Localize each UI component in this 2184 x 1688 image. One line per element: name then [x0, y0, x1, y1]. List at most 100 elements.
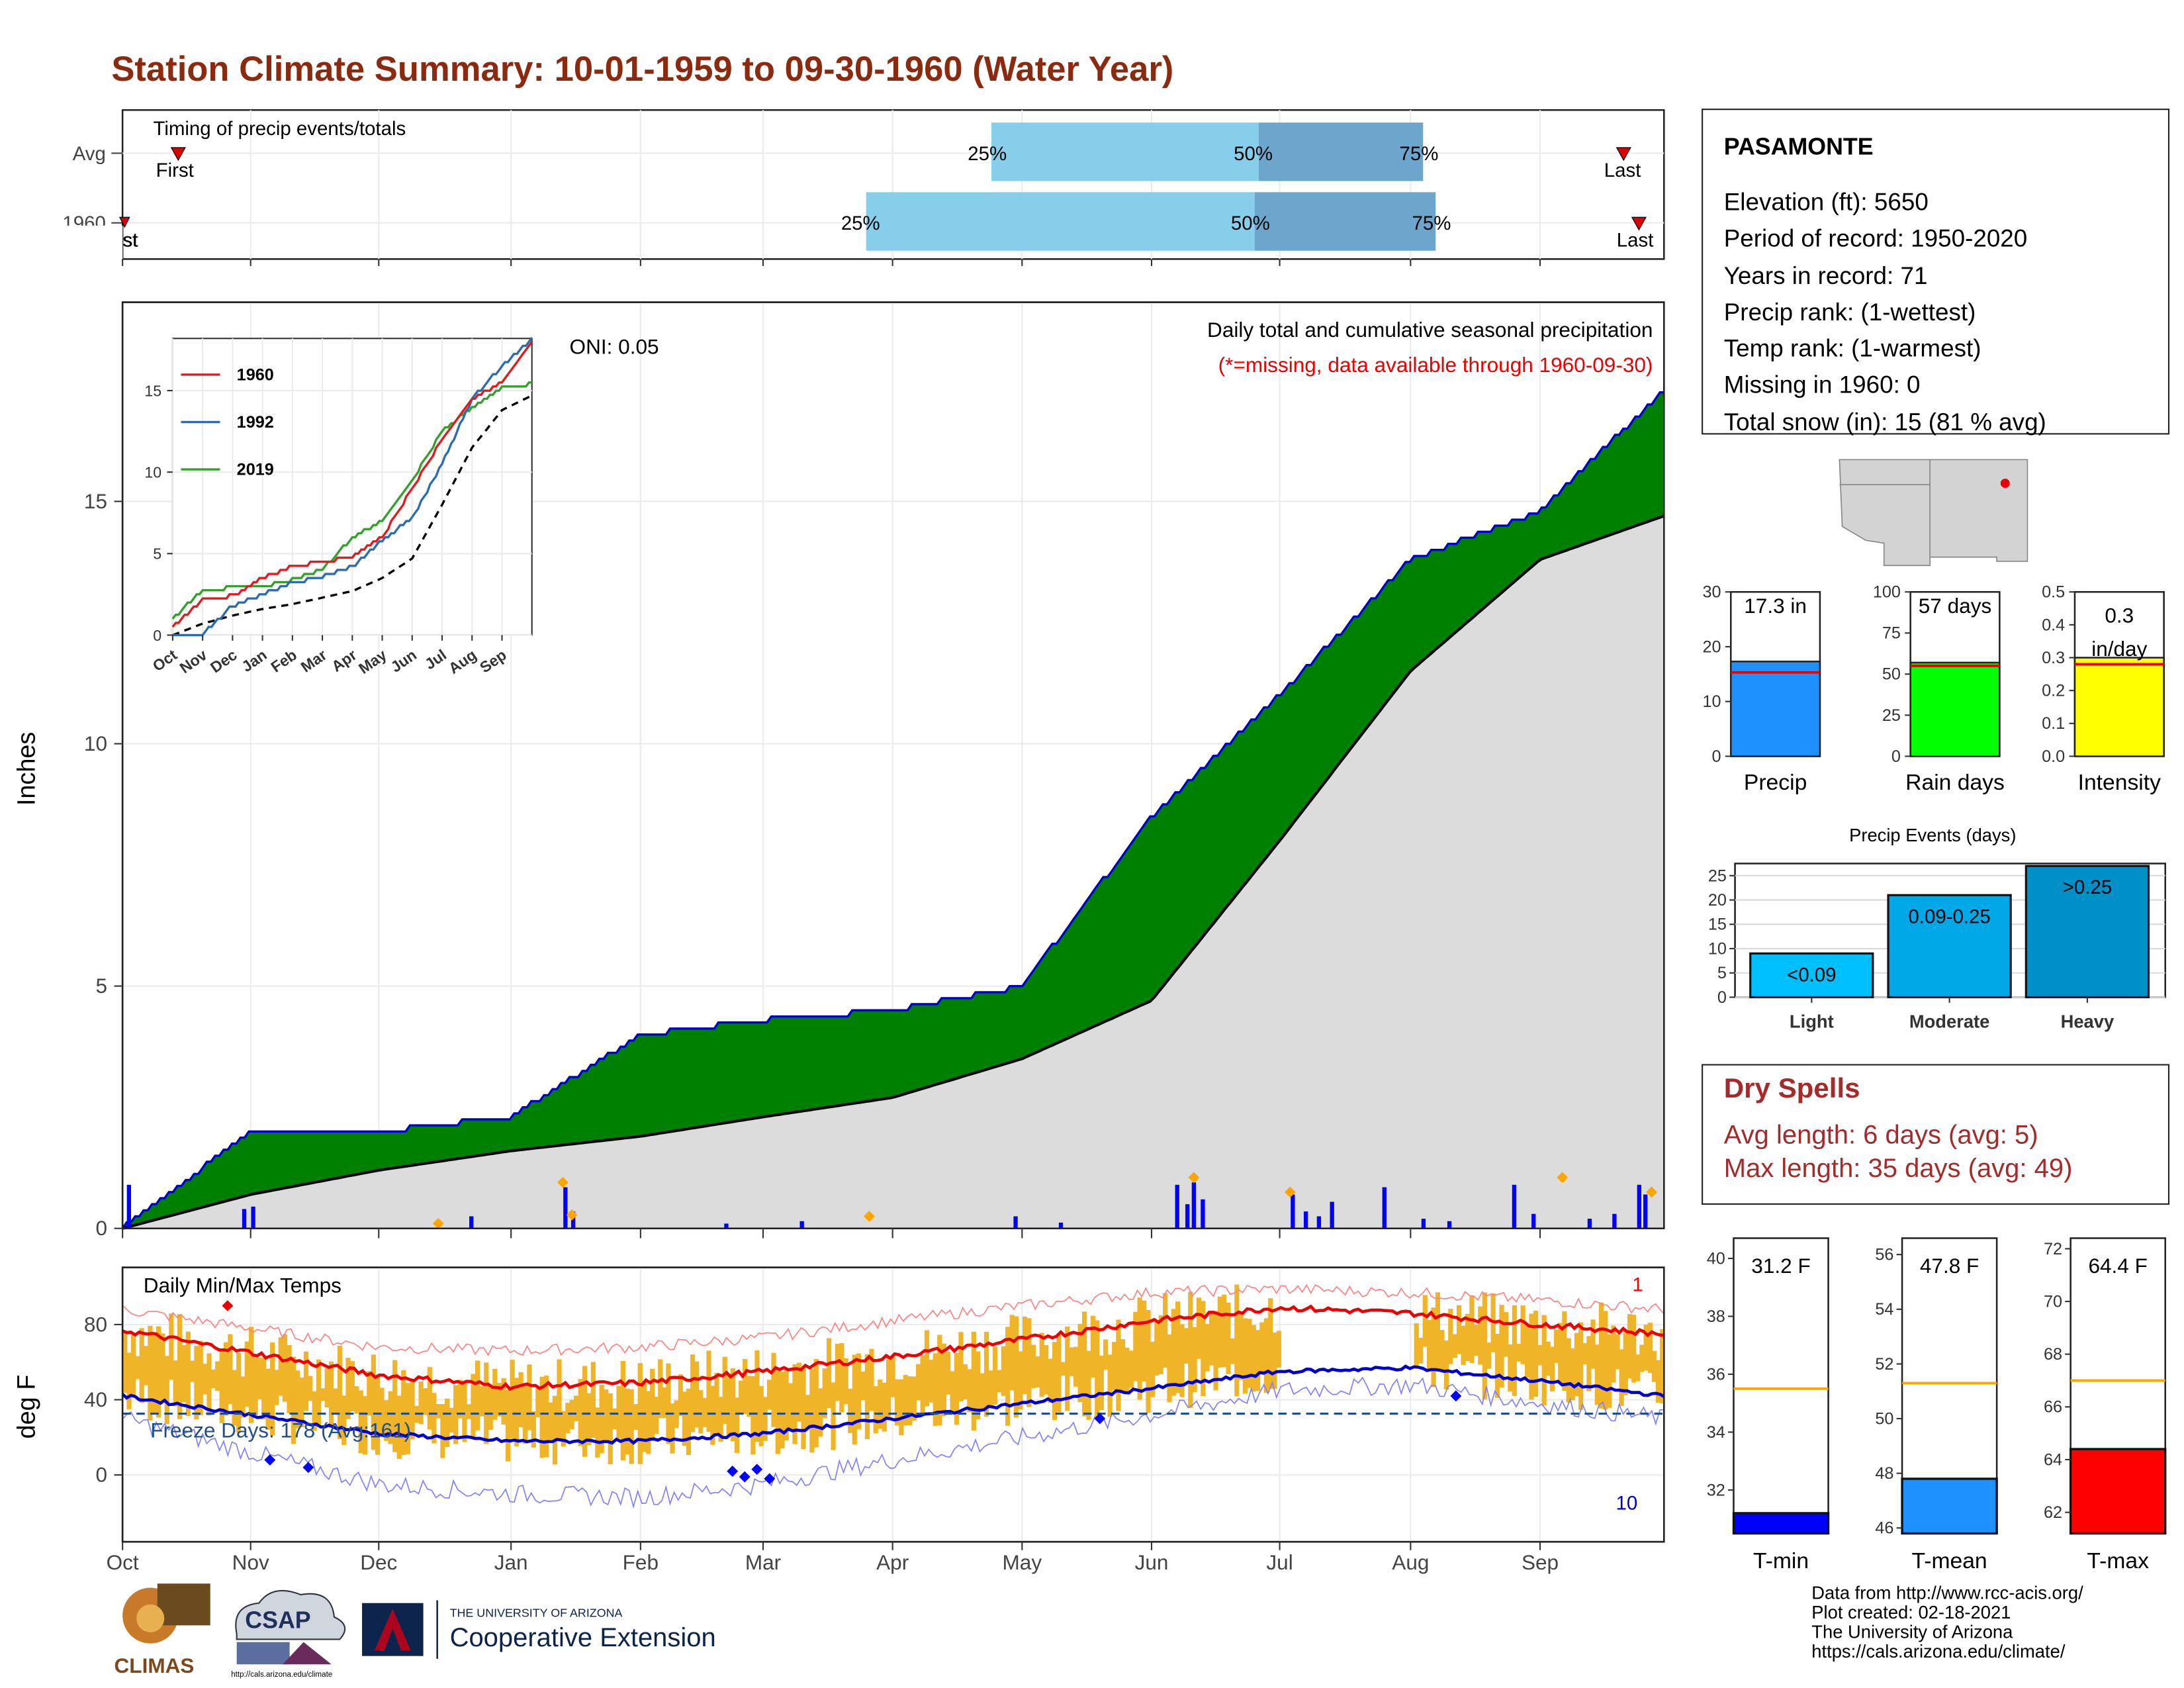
y1960-last-label: Last [1617, 229, 1654, 251]
month-tick: Jun [1135, 1550, 1169, 1574]
station-info-box: PASAMONTE Elevation (ft): 5650 Period of… [1702, 109, 2170, 436]
temp-summary-bar [1732, 1512, 1830, 1535]
snow-day-marker [432, 1217, 444, 1229]
daily-precip-bar [1201, 1199, 1205, 1229]
snow-day-marker [566, 1209, 578, 1221]
avg-last-label: Last [1604, 160, 1641, 181]
record-min-marker [1094, 1413, 1106, 1425]
page-title: Station Climate Summary: 10-01-1959 to 0… [111, 50, 1174, 89]
record-min-marker [739, 1471, 751, 1483]
daily-precip-bar [469, 1216, 474, 1229]
events-ytick: 15 [1708, 915, 1727, 934]
precip-events-chart: 0 5 10 15 20 25 <0.09 Light 0.09-0.25 Moderate >0.… [1708, 863, 2166, 1032]
avg-first-marker [170, 147, 186, 162]
footer: Data from http://www.rcc-acis.org/ Plot … [1811, 1583, 2083, 1662]
temp-summary-ytick: 38 [1707, 1307, 1725, 1326]
daily-precip-bar [1512, 1184, 1517, 1229]
record-min-count: 10 [1616, 1493, 1638, 1515]
summary-value-label: 57 days [1919, 594, 1992, 618]
daily-precip-bar [1291, 1194, 1295, 1229]
month-tick: Mar [745, 1550, 781, 1574]
avg-iqr-high [1259, 122, 1424, 181]
record-max-line [122, 1284, 1664, 1356]
temperature-panel: 0 40 80 Oct Nov Dec Jan Feb Mar Apr May Jun Jul Aug S… [13, 1266, 1665, 1574]
temp-summary-ytick: 50 [1875, 1409, 1893, 1428]
avg-p75: 75% [1400, 143, 1439, 165]
daily-precip-bar [724, 1223, 729, 1229]
station-location-dot [2000, 479, 2010, 489]
daily-precip-bar [1612, 1213, 1617, 1229]
month-tick: Aug [1392, 1550, 1429, 1574]
temp-summary-xlabel: T-min [1753, 1549, 1809, 1573]
y1960-p50: 50% [1231, 212, 1270, 234]
csap-url: http://cals.arizona.edu/climate [231, 1671, 332, 1679]
daily-precip-bar [1330, 1201, 1334, 1229]
temp-ytick: 40 [84, 1387, 107, 1411]
month-tick: Nov [232, 1550, 269, 1574]
daily-precip-bar [1587, 1219, 1592, 1229]
record-min-marker [264, 1454, 276, 1466]
record-max-marker [222, 1300, 234, 1311]
temp-summary-ytick: 36 [1707, 1365, 1725, 1383]
avg-p25: 25% [968, 143, 1007, 165]
record-min-line [122, 1376, 1664, 1509]
daily-precip-bar [570, 1211, 576, 1229]
y1960-last-marker [1631, 216, 1647, 231]
daily-precip-bar [1191, 1182, 1197, 1229]
station-missing: Missing in 1960: 0 [1723, 371, 1921, 399]
csap-text: CSAP [245, 1607, 310, 1634]
month-tick: Dec [360, 1550, 397, 1574]
inset-legend-1992: 1992 [237, 413, 274, 432]
summary-ytick: 0.2 [2042, 682, 2065, 700]
climas-text: CLIMAS [114, 1654, 195, 1677]
avg-cumulative-line [122, 514, 1665, 1230]
station-period: Period of record: 1950-2020 [1723, 224, 2028, 253]
precip-ylabel: Inches [13, 732, 41, 806]
y1960-first-label-visible: st [122, 229, 138, 251]
event-category: Moderate [1909, 1011, 1990, 1032]
temp-summary-frame [1733, 1237, 1829, 1534]
inset-1960-line [171, 341, 533, 628]
avg-max-line [122, 1304, 1664, 1391]
temp-summary-ytick: 40 [1707, 1249, 1725, 1268]
event-bar-label: 0.09-0.25 [1908, 906, 1990, 927]
inset-ytick: 10 [144, 464, 161, 481]
y1960-iqr-low [866, 192, 1255, 251]
summary-ytick: 0 [1891, 747, 1901, 766]
temp-summary-value: 31.2 F [1751, 1254, 1810, 1278]
station-lines: Elevation (ft): 5650 Period of record: 1… [1724, 184, 2046, 440]
station-name: PASAMONTE [1723, 133, 1874, 160]
summary-value-label: in/day [2091, 637, 2147, 661]
daily-precip-bar [1013, 1216, 1018, 1229]
temp-summary-bars: 32 34 36 38 40 31.2 F T-min 46 48 50 52 54 56 47.8 F T… [1707, 1237, 2167, 1573]
csap-logo: CSAP http://cals.arizona.edu/climate [231, 1589, 346, 1679]
station-elevation: Elevation (ft): 5650 [1723, 188, 1929, 216]
record-min-marker [751, 1464, 763, 1476]
temp-summary-value: 47.8 F [1920, 1254, 1979, 1278]
precip-summary-bars: 0 10 20 30 17.3 in Precip 0 25 50 75 100 57 days Rai… [1702, 583, 2165, 795]
summary-value-label: 17.3 in [1744, 594, 1807, 618]
events-title: Precip Events (days) [1849, 824, 2017, 846]
snow-day-marker [1188, 1172, 1200, 1184]
precip-ytick: 15 [84, 489, 107, 513]
y1960-iqr-high [1254, 192, 1436, 251]
precip-ytick: 5 [95, 974, 107, 998]
events-ytick: 25 [1708, 867, 1727, 885]
daily-precip-bar [1303, 1211, 1308, 1229]
summary-value-label: 0.3 [2105, 603, 2134, 627]
daily-precip-bar [1316, 1216, 1322, 1229]
summary-ytick: 75 [1882, 624, 1901, 643]
daily-precip-bar [1531, 1213, 1536, 1229]
daily-precip-bar [1175, 1184, 1179, 1229]
daily-precip-bar [1185, 1204, 1190, 1229]
temp-summary-ytick: 52 [1875, 1355, 1893, 1374]
month-tick: Jul [1266, 1550, 1293, 1574]
temp-summary-value: 64.4 F [2088, 1254, 2147, 1278]
summary-ytick: 30 [1702, 583, 1721, 602]
cumulative-1960-line [121, 391, 1664, 1229]
events-ytick: 20 [1708, 891, 1727, 910]
summary-ytick: 20 [1702, 637, 1721, 656]
ua-logo: THE UNIVERSITY OF ARIZONA Cooperative Ex… [362, 1600, 716, 1659]
station-snow: Total snow (in): 15 (81 % avg) [1723, 408, 2046, 436]
